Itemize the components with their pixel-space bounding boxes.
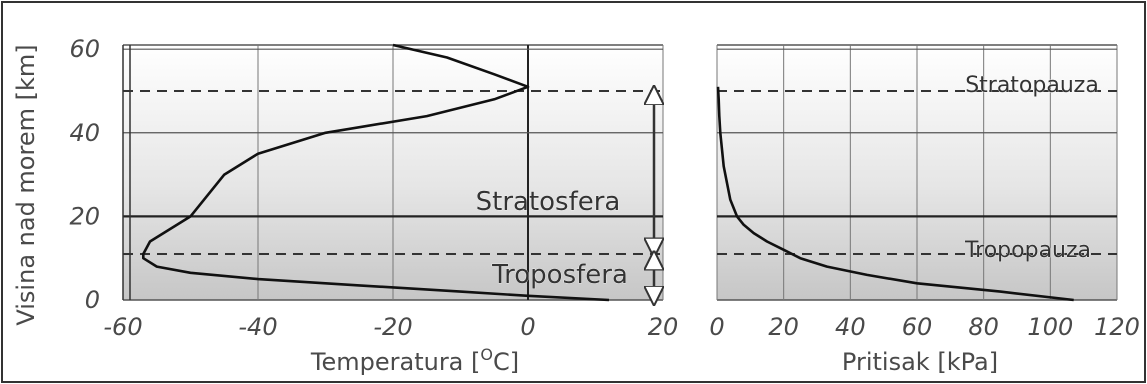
pressure-x-tick-label: 100: [1027, 313, 1073, 341]
pressure-x-tick-label: 0: [709, 313, 724, 341]
temperature-x-tick-label: -20: [373, 313, 412, 341]
troposfera-label: Troposfera: [491, 260, 628, 290]
x-axis-label-temperature-main: Temperatura [: [310, 348, 481, 376]
x-axis-label-temperature: Temperatura [OC]: [310, 345, 519, 376]
y-tick-label: 60: [69, 35, 100, 63]
stratosfera-label: Stratosfera: [476, 187, 621, 217]
pressure-x-tick-label: 20: [768, 313, 799, 341]
x-axis-label-temperature-end: C]: [493, 348, 519, 376]
pressure-x-tick-label: 60: [902, 313, 933, 341]
x-axis-label-temperature-sup: O: [480, 345, 493, 364]
y-axis-label: Visina nad morem [km]: [12, 44, 40, 325]
y-tick-label: 20: [69, 202, 100, 230]
pressure-x-tick-label: 120: [1094, 313, 1140, 341]
temperature-x-tick-label: 20: [648, 313, 679, 341]
temperature-x-tick-label: 0: [520, 313, 535, 341]
tropopauza-label: Tropopauza: [964, 238, 1091, 263]
temperature-x-tick-label: -40: [238, 313, 277, 341]
pressure-profile-line: [716, 86, 1074, 302]
y-tick-label: 40: [69, 119, 100, 147]
pressure-x-tick-label: 80: [968, 313, 999, 341]
y-tick-label: 0: [85, 286, 100, 314]
x-axis-label-pressure: Pritisak [kPa]: [842, 348, 998, 376]
temperature-profile-line: [142, 43, 610, 302]
temperature-x-tick-label: -60: [103, 313, 142, 341]
pressure-x-tick-label: 40: [835, 313, 866, 341]
stratopauza-label: Stratopauza: [965, 73, 1099, 98]
